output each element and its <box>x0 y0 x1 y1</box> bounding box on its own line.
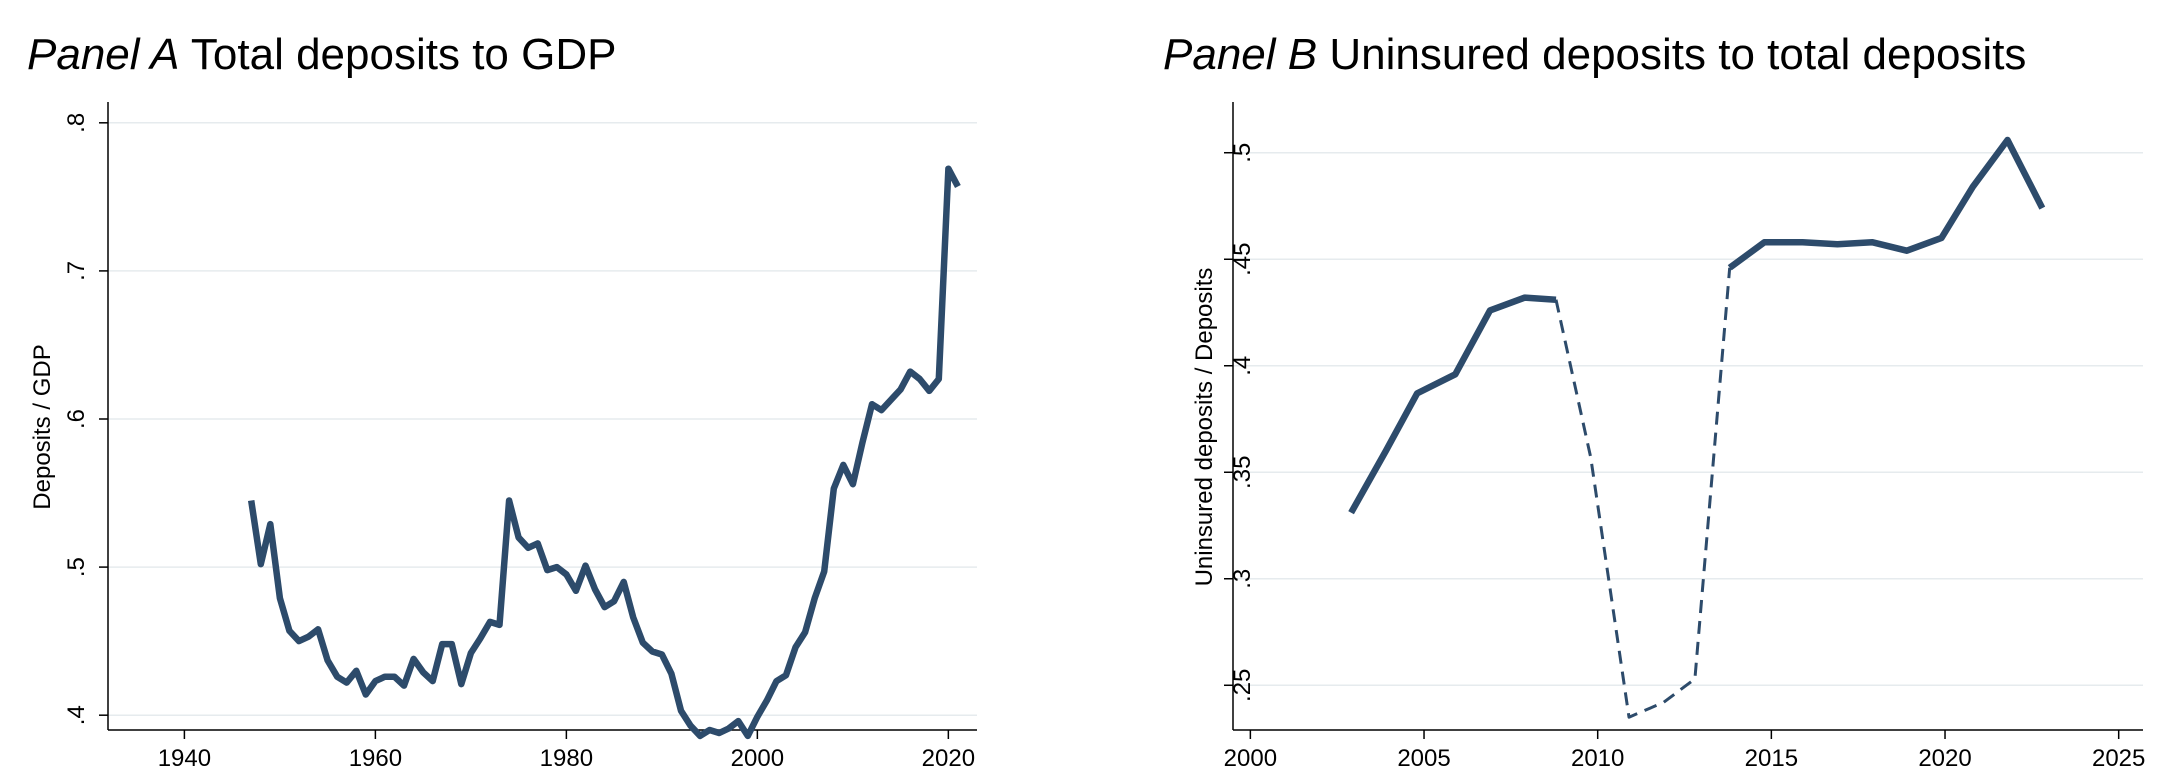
panel-b-x-tick-label: 2010 <box>1571 745 1624 772</box>
panel-b-y-tick-label: .25 <box>1229 669 1256 702</box>
panel-a-title-prefix: Panel A <box>27 30 180 79</box>
panel-a-chart: .4 .5 .6 .7 .8 1940 1960 1980 2000 2020 Deposits /… <box>29 102 977 772</box>
panel-a-y-tick-label: .4 <box>63 705 90 725</box>
panel-b-series-line-solid <box>1348 294 1557 515</box>
panel-a-series-line-solid <box>247 165 961 740</box>
panel-b-x-tick-label: 2020 <box>1918 745 1971 772</box>
panel-a-x-tick-label: 1980 <box>540 745 593 772</box>
panel-b-y-tick-label: .4 <box>1229 356 1256 376</box>
panel-b-x-tick-label: 2000 <box>1224 745 1277 772</box>
panel-a-title: Panel A Total deposits to GDP <box>27 30 616 80</box>
panel-b-y-axis-title: Uninsured deposits / Deposits <box>1191 268 1218 587</box>
panel-a-y-tick-label: .5 <box>63 557 90 577</box>
panel-a-title-text: Total deposits to GDP <box>190 30 617 79</box>
panel-b-y-tick-label: .45 <box>1229 243 1256 276</box>
panel-b-title: Panel B Uninsured deposits to total depo… <box>1163 30 2026 80</box>
panel-b-series-line-dashed <box>1554 267 1732 719</box>
panel-a-y-axis-title: Deposits / GDP <box>29 344 56 509</box>
panel-b-y-tick-label: .3 <box>1229 569 1256 589</box>
panel-a-x-tick-label: 2000 <box>731 745 784 772</box>
panel-b-title-prefix: Panel B <box>1163 30 1318 79</box>
panel-a-y-tick-label: .7 <box>63 261 90 281</box>
panel-b-y-tick-label: .35 <box>1229 456 1256 489</box>
panel-a-y-tick-label: .6 <box>63 409 90 429</box>
panel-b-x-tick-label: 2005 <box>1397 745 1450 772</box>
panel-b-chart: .25 .3 .35 .4 .45 .5 2000 2005 2010 2015 2020 2025 U… <box>1191 102 2145 772</box>
panel-a-x-tick-label: 2020 <box>922 745 975 772</box>
panel-b-y-tick-label: .5 <box>1229 143 1256 163</box>
panel-a-x-tick-label: 1960 <box>349 745 402 772</box>
panel-a-x-tick-label: 1940 <box>158 745 211 772</box>
panel-b-series-line-solid <box>1727 136 2046 271</box>
panel-b-title-text: Uninsured deposits to total deposits <box>1329 30 2027 79</box>
panel-b-x-tick-label: 2015 <box>1745 745 1798 772</box>
panel-b-x-tick-label: 2025 <box>2092 745 2145 772</box>
panel-a-y-tick-label: .8 <box>63 113 90 133</box>
